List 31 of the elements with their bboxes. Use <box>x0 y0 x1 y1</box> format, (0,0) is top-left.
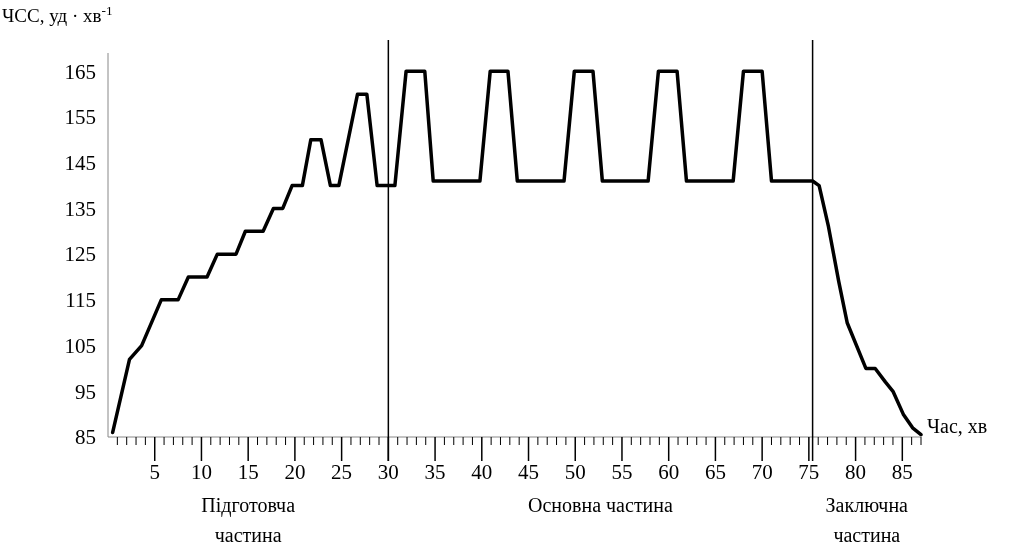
x-tick-label: 45 <box>518 460 540 484</box>
x-tick-label: 50 <box>564 460 586 484</box>
x-axis-title: Час, хв <box>927 415 988 437</box>
x-tick-label: 65 <box>704 460 726 484</box>
x-tick-label: 20 <box>284 460 306 484</box>
y-tick-label: 125 <box>64 242 96 267</box>
x-tick-label: 80 <box>845 460 867 484</box>
text: Заключна частина <box>825 494 909 546</box>
y-tick-label: 85 <box>75 425 96 450</box>
text: Підготовча частина <box>201 494 296 546</box>
y-tick-label: 145 <box>64 151 96 176</box>
y-axis-title: ЧСС, уд · хв$^{-1}$ <box>2 2 113 26</box>
text: Основна частина <box>528 494 674 516</box>
x-tick-label: 30 <box>377 460 399 484</box>
x-tick-label: 35 <box>424 460 446 484</box>
y-tick-label: 115 <box>65 288 96 313</box>
x-tick-label: 70 <box>751 460 773 484</box>
y-tick-label: 95 <box>75 379 96 404</box>
y-tick-label: 135 <box>64 196 96 221</box>
x-tick-label: 15 <box>237 460 259 484</box>
x-tick-label: 75 <box>798 460 820 484</box>
x-tick-label: 40 <box>471 460 493 484</box>
x-tick-label: 25 <box>331 460 353 484</box>
y-tick-label: 105 <box>64 333 96 358</box>
x-tick-label: 60 <box>658 460 680 484</box>
x-tick-label: 85 <box>891 460 913 484</box>
x-tick-label: 55 <box>611 460 633 484</box>
x-tick-label: 10 <box>190 460 212 484</box>
y-tick-label: 155 <box>64 105 96 130</box>
x-tick-label: 5 <box>149 460 160 484</box>
y-tick-label: 165 <box>64 59 96 84</box>
